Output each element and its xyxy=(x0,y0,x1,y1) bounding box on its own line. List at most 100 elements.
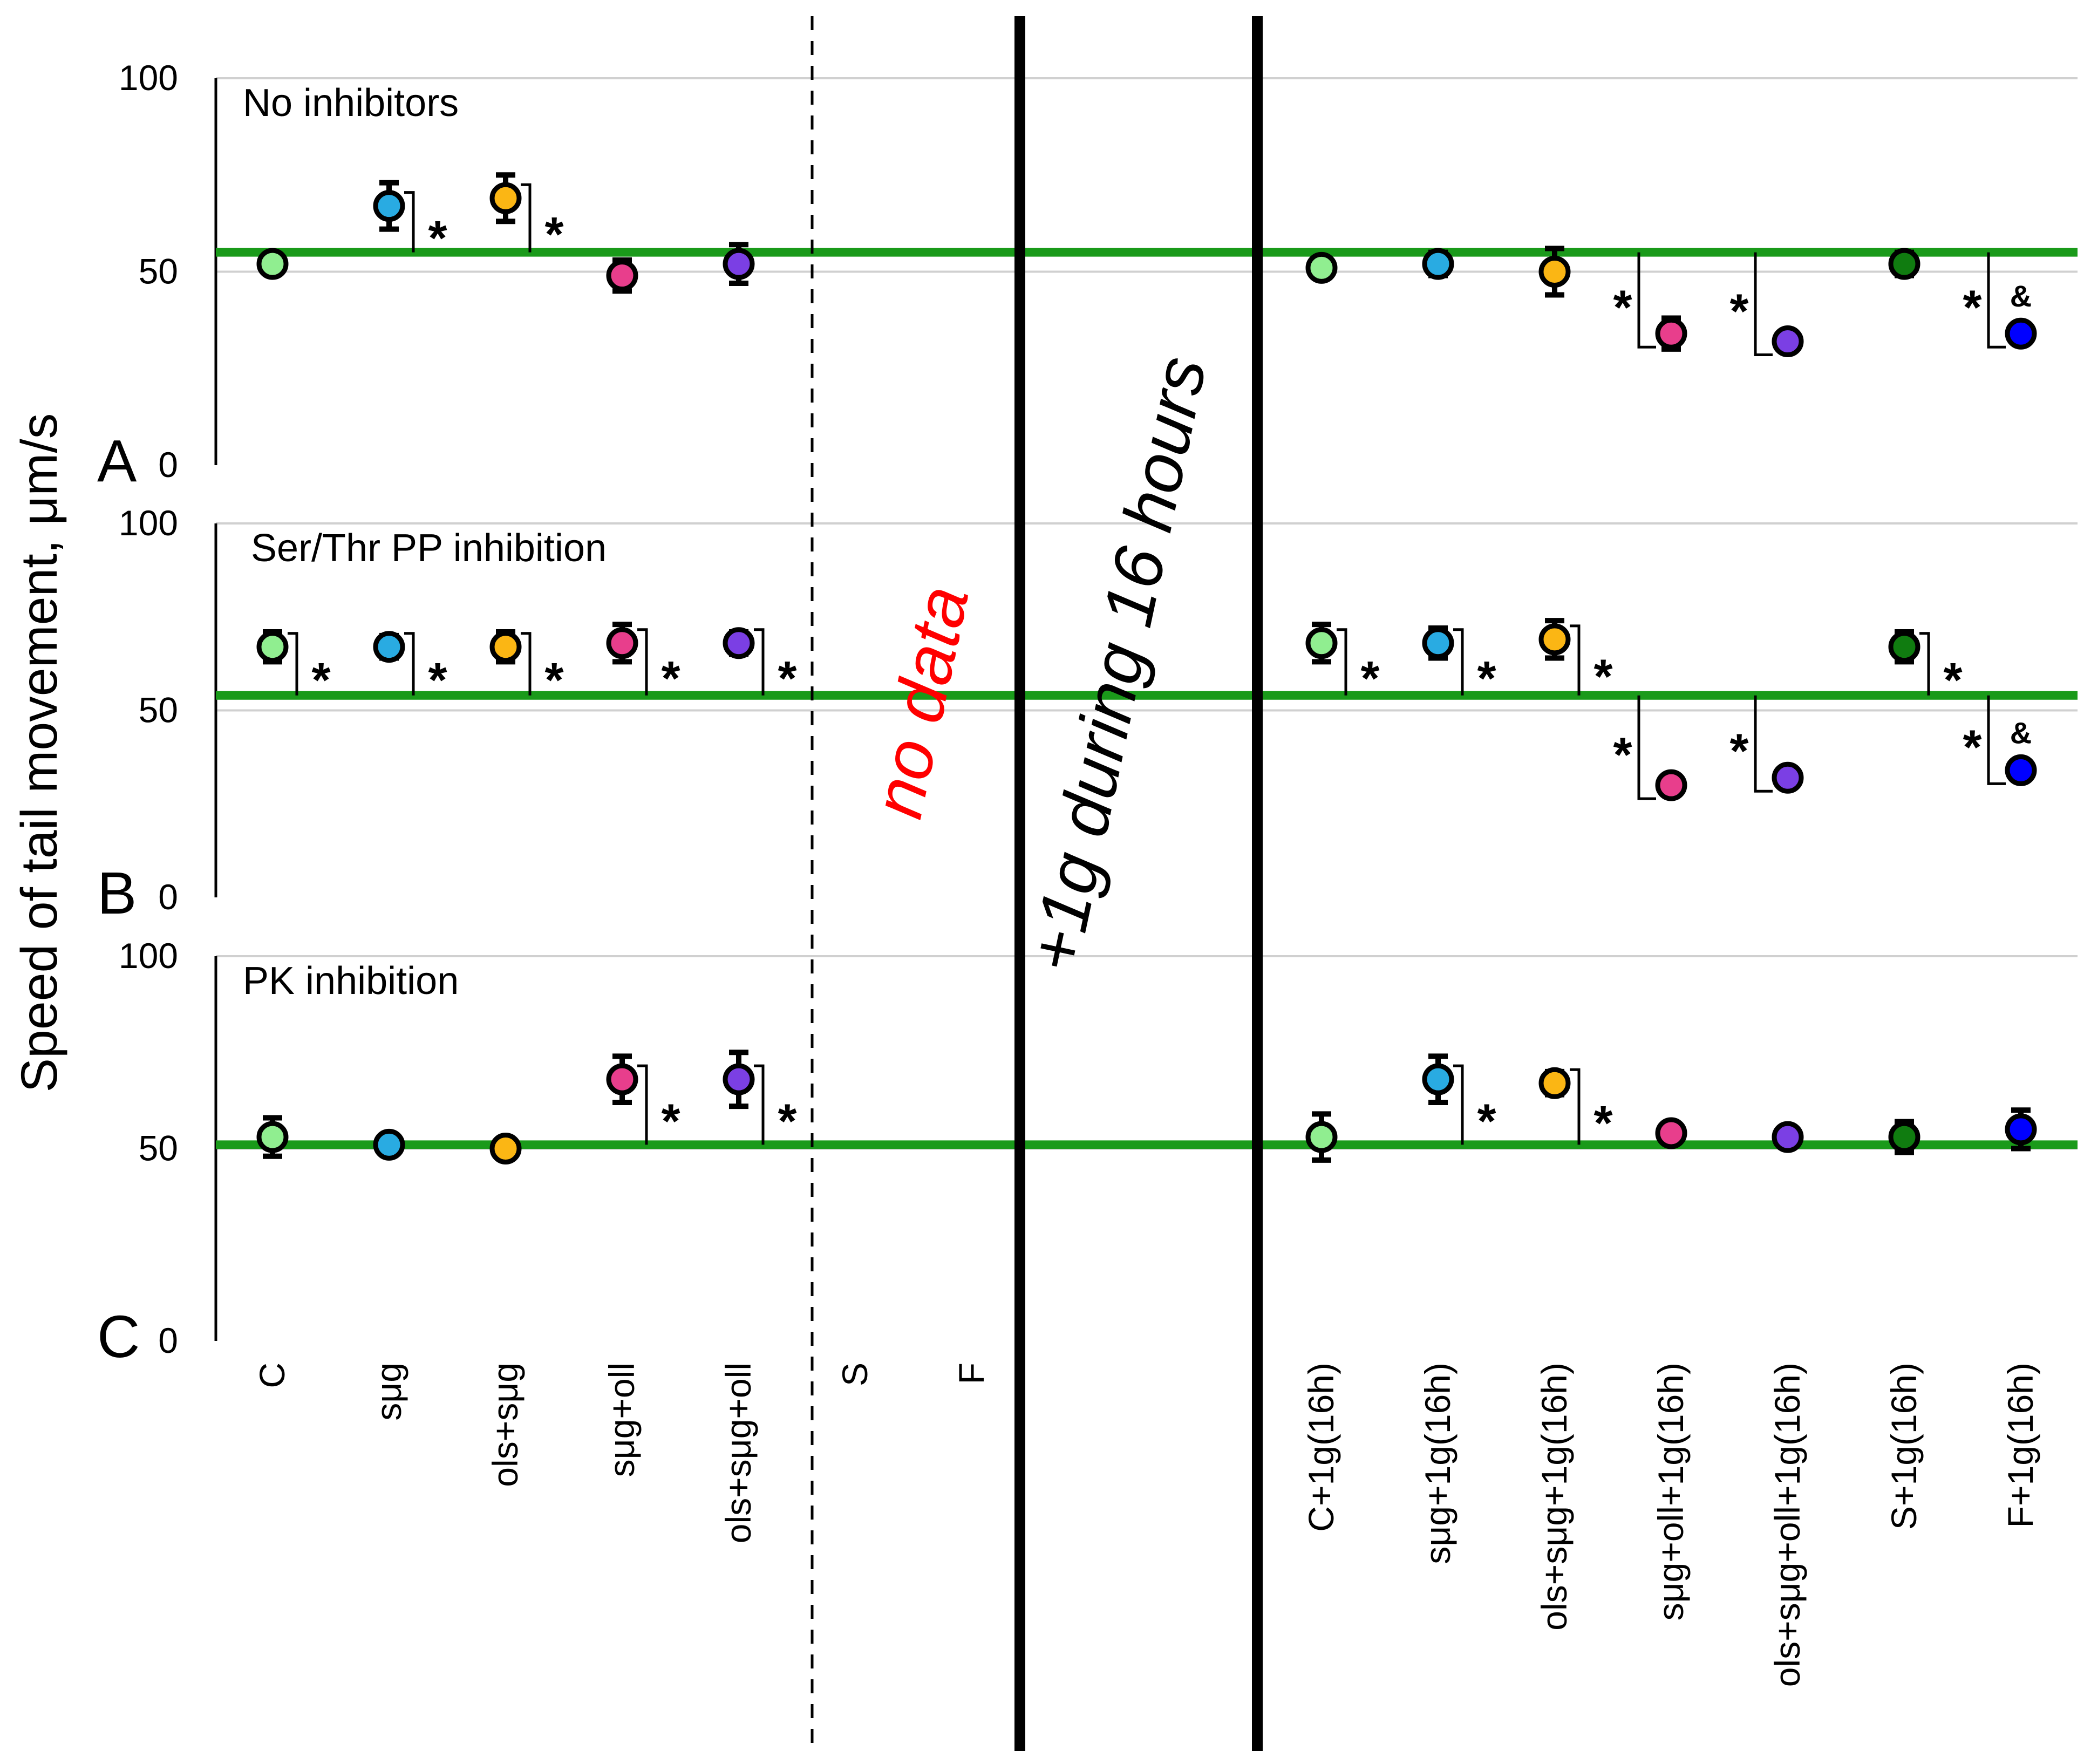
no-data-annotation: no data xyxy=(857,579,983,825)
significance-bracket xyxy=(1919,632,1930,696)
data-point xyxy=(373,631,405,663)
significance-bracket xyxy=(1570,624,1581,696)
y-tick-label: 0 xyxy=(158,1320,178,1360)
data-point xyxy=(489,631,522,663)
significance-bracket xyxy=(404,632,415,696)
significance-star: * xyxy=(1360,652,1379,706)
significance-bracket xyxy=(1637,252,1656,349)
data-point xyxy=(1305,251,1338,284)
significance-star: * xyxy=(661,652,680,706)
significance-star: * xyxy=(544,208,563,262)
panel-letter: A xyxy=(97,428,137,494)
data-point xyxy=(1305,627,1338,659)
y-axis-title: Speed of tail movement, μm/s xyxy=(11,413,68,1093)
data-point xyxy=(1422,1063,1454,1095)
significance-bracket xyxy=(1453,628,1464,696)
y-tick-label: 100 xyxy=(119,58,178,98)
x-tick-label: sμg+oll xyxy=(602,1363,642,1477)
data-point xyxy=(1538,623,1571,656)
significance-star: * xyxy=(311,653,330,707)
data-point xyxy=(1538,256,1571,288)
data-point xyxy=(1655,1117,1687,1149)
y-tick-label: 50 xyxy=(139,1128,178,1168)
x-tick-label: S+1g(16h) xyxy=(1884,1363,1924,1530)
significance-bracket xyxy=(1754,695,1773,793)
x-tick-label: S xyxy=(835,1363,875,1386)
data-point xyxy=(1888,631,1920,663)
significance-bracket xyxy=(1754,252,1773,357)
data-point xyxy=(723,627,755,659)
data-point xyxy=(256,248,289,280)
data-point xyxy=(606,1063,638,1095)
data-point xyxy=(1655,769,1687,801)
data-point xyxy=(256,631,289,663)
significance-star: * xyxy=(1963,721,1981,775)
significance-bracket xyxy=(404,191,415,253)
data-point xyxy=(373,190,405,222)
significance-star: * xyxy=(778,652,796,706)
data-point xyxy=(1655,317,1687,350)
x-tick-label: sμg+1g(16h) xyxy=(1418,1363,1458,1564)
x-tick-label: ols+sμg+oll xyxy=(718,1363,758,1543)
significance-bracket xyxy=(288,632,298,696)
significance-star: * xyxy=(1477,652,1496,706)
data-point xyxy=(1772,1121,1804,1153)
significance-bracket xyxy=(1987,695,2006,785)
significance-ampersand: & xyxy=(2010,279,2032,313)
x-tick-label: C+1g(16h) xyxy=(1301,1363,1341,1532)
y-tick-label: 100 xyxy=(119,936,178,976)
significance-bracket xyxy=(1637,695,1656,800)
data-point xyxy=(606,260,638,292)
significance-bracket xyxy=(521,183,532,253)
data-point xyxy=(1422,248,1454,280)
significance-star: * xyxy=(1729,725,1748,779)
significance-star: * xyxy=(1593,1096,1612,1150)
data-point xyxy=(723,248,755,280)
significance-bracket xyxy=(637,628,648,696)
x-tick-label: F xyxy=(951,1363,991,1384)
panel-title: No inhibitors xyxy=(243,81,459,125)
data-point xyxy=(1772,325,1804,358)
significance-star: * xyxy=(661,1094,680,1148)
data-point xyxy=(489,182,522,214)
significance-star: * xyxy=(1729,285,1748,339)
data-point xyxy=(1888,248,1920,280)
significance-star: * xyxy=(1943,653,1962,707)
data-point xyxy=(373,1128,405,1161)
y-tick-label: 0 xyxy=(158,445,178,485)
data-point xyxy=(1888,1121,1920,1153)
data-point xyxy=(256,1121,289,1153)
x-tick-label: ols+sμg+1g(16h) xyxy=(1534,1363,1574,1631)
data-point xyxy=(1422,627,1454,659)
y-tick-label: 50 xyxy=(139,690,178,730)
data-point xyxy=(606,627,638,659)
y-tick-label: 50 xyxy=(139,251,178,291)
x-tick-label: ols+sμg+oll+1g(16h) xyxy=(1767,1363,1807,1687)
significance-star: * xyxy=(544,653,563,707)
panel-title: Ser/Thr PP inhibition xyxy=(251,527,607,570)
significance-star: * xyxy=(1613,728,1632,782)
data-point xyxy=(1538,1067,1571,1099)
significance-star: * xyxy=(428,212,447,265)
data-point xyxy=(1772,761,1804,794)
significance-bracket xyxy=(1337,628,1347,696)
data-point xyxy=(2005,754,2037,786)
significance-ampersand: & xyxy=(2010,716,2032,750)
significance-bracket xyxy=(637,1064,648,1145)
separators-layer xyxy=(811,16,1263,1751)
significance-bracket xyxy=(754,628,765,696)
data-point xyxy=(2005,317,2037,350)
gravity-annotation: +1g during 16 hours xyxy=(1014,350,1221,978)
x-tick-label: C xyxy=(252,1363,292,1388)
x-tick-label: F+1g(16h) xyxy=(2000,1363,2040,1528)
panel-title: PK inhibition xyxy=(243,959,459,1003)
x-tick-label: sμg+oll+1g(16h) xyxy=(1651,1363,1691,1620)
significance-star: * xyxy=(428,653,447,707)
y-tick-label: 100 xyxy=(119,503,178,543)
data-point xyxy=(489,1133,522,1164)
